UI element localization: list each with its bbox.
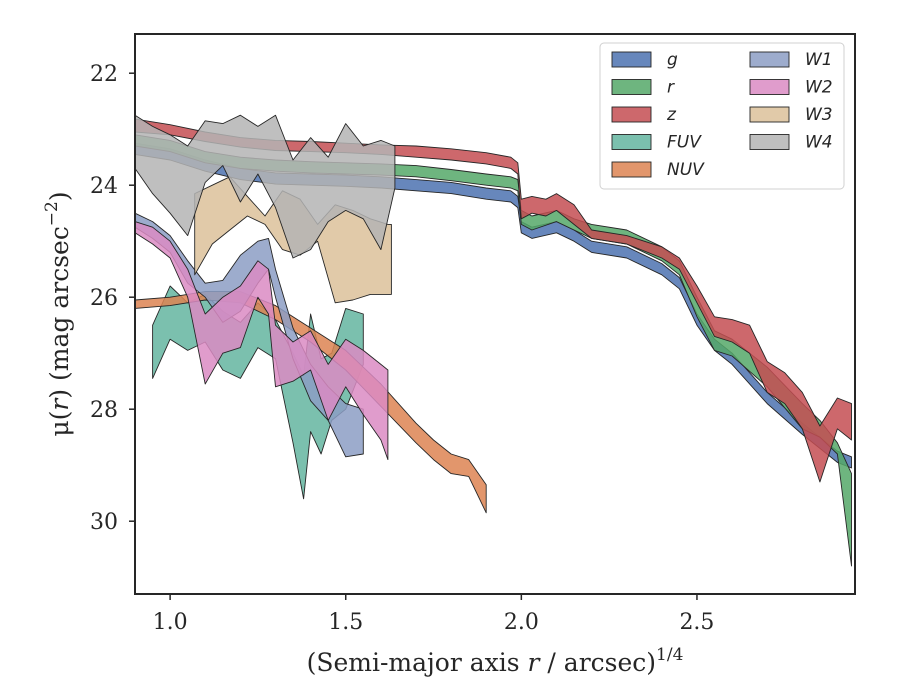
plot-frame bbox=[134, 33, 856, 595]
y-axis-label-variable: r bbox=[45, 397, 74, 411]
legend-swatch-r bbox=[611, 79, 652, 95]
y-tick-label: 22 bbox=[90, 62, 118, 87]
legend-swatch-g bbox=[611, 51, 652, 68]
x-tick-label: 2.5 bbox=[679, 610, 714, 635]
y-axis-label-part-1: μ( bbox=[45, 411, 74, 437]
x-axis: 1.0 1.5 2.0 2.5 bbox=[153, 594, 714, 635]
legend-label-z: z bbox=[666, 105, 677, 125]
series-band-z bbox=[134, 118, 852, 483]
series-band-w2 bbox=[134, 221, 389, 461]
x-tick-label: 1.5 bbox=[328, 610, 363, 635]
legend-swatch-w2 bbox=[749, 79, 790, 95]
x-axis-label-part-1: (Semi-major axis bbox=[307, 648, 528, 677]
legend-swatch-w1 bbox=[749, 51, 790, 68]
legend-swatch-nuv bbox=[611, 161, 652, 178]
legend-swatch-fuv bbox=[611, 134, 652, 150]
y-axis-label-part-3: ) bbox=[45, 191, 74, 201]
legend-label-w3: W3 bbox=[805, 105, 833, 125]
legend-label-fuv: FUV bbox=[667, 133, 702, 153]
x-tick-label: 2.0 bbox=[504, 610, 539, 635]
legend-label-nuv: NUV bbox=[667, 160, 705, 180]
legend-label-g: g bbox=[667, 50, 678, 70]
series-band-w4 bbox=[134, 114, 396, 259]
legend-label-w4: W4 bbox=[805, 133, 833, 153]
y-axis-label-exponent: −2 bbox=[42, 201, 62, 226]
x-axis-label-exponent: 1/4 bbox=[656, 645, 683, 665]
legend-swatch-w4 bbox=[749, 134, 790, 150]
legend-label-r: r bbox=[667, 78, 675, 98]
legend: grz FUV NUV W1 W2 W3 W4 bbox=[599, 42, 845, 190]
y-tick-label: 28 bbox=[90, 398, 118, 423]
x-axis-label: (Semi-major axis r / arcsec)1/4 bbox=[307, 645, 684, 677]
legend-label-w2: W2 bbox=[805, 78, 833, 98]
x-axis-label-variable: r bbox=[528, 648, 542, 677]
series-band-r bbox=[134, 134, 852, 567]
series-band-w1 bbox=[134, 212, 364, 458]
x-axis-label-part-2: / arcsec) bbox=[539, 648, 656, 677]
x-tick-label: 1.0 bbox=[153, 610, 188, 635]
legend-label-w1: W1 bbox=[805, 50, 833, 70]
y-axis-label: μ(r) (mag arcsec−2) bbox=[42, 191, 74, 436]
legend-swatch-z bbox=[611, 106, 652, 123]
series-layer bbox=[134, 114, 852, 567]
y-axis: 22 24 26 28 30 bbox=[90, 62, 135, 535]
y-tick-label: 26 bbox=[90, 286, 118, 311]
y-tick-label: 30 bbox=[90, 510, 118, 535]
y-tick-label: 24 bbox=[90, 174, 118, 199]
legend-swatch-w3 bbox=[749, 106, 790, 123]
series-band-g bbox=[134, 142, 852, 469]
y-axis-label-part-2: ) (mag arcsec bbox=[45, 226, 74, 399]
